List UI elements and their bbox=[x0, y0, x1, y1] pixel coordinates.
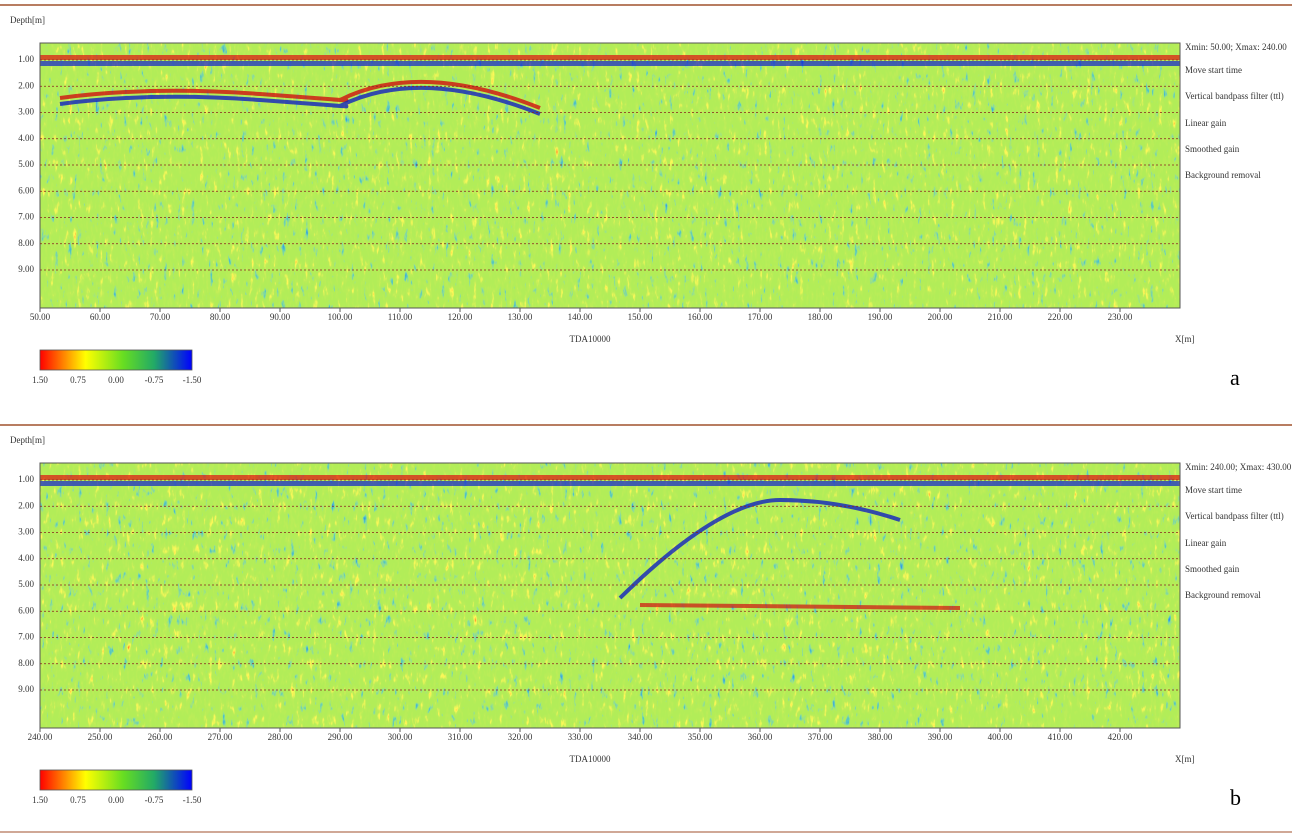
processing-step: Smoothed gain bbox=[1185, 564, 1240, 574]
processing-step: Linear gain bbox=[1185, 538, 1227, 548]
x-tick-label: 400.00 bbox=[988, 732, 1013, 742]
surface-band bbox=[40, 55, 1180, 60]
panel-label: b bbox=[1230, 785, 1241, 810]
range-text: Xmin: 50.00; Xmax: 240.00 bbox=[1185, 42, 1287, 52]
x-tick-label: 90.00 bbox=[270, 312, 291, 322]
radargram-field bbox=[40, 43, 1180, 308]
depth-tick-label: 3.00 bbox=[18, 107, 34, 117]
x-tick-label: 290.00 bbox=[328, 732, 353, 742]
colorbar-tick-label: -0.75 bbox=[145, 795, 164, 805]
surface-band bbox=[40, 61, 1180, 66]
x-tick-label: 210.00 bbox=[988, 312, 1013, 322]
x-tick-label: 150.00 bbox=[628, 312, 653, 322]
colorbar-tick-label: 0.00 bbox=[108, 795, 124, 805]
x-tick-label: 140.00 bbox=[568, 312, 593, 322]
x-tick-label: 340.00 bbox=[628, 732, 653, 742]
x-tick-label: 50.00 bbox=[30, 312, 51, 322]
depth-tick-label: 4.00 bbox=[18, 553, 34, 563]
depth-tick-label: 7.00 bbox=[18, 212, 34, 222]
x-tick-label: 310.00 bbox=[448, 732, 473, 742]
radargram bbox=[40, 463, 1180, 728]
colorbar-tick-label: -0.75 bbox=[145, 375, 164, 385]
radargram-field bbox=[40, 463, 1180, 728]
x-tick-label: 250.00 bbox=[88, 732, 113, 742]
colorbar-tick-label: 0.75 bbox=[70, 375, 86, 385]
depth-tick-label: 1.00 bbox=[18, 54, 34, 64]
x-tick-label: 410.00 bbox=[1048, 732, 1073, 742]
x-tick-label: 380.00 bbox=[868, 732, 893, 742]
colorbar-tick-label: 1.50 bbox=[32, 375, 48, 385]
x-axis-label: X[m] bbox=[1175, 754, 1195, 764]
processing-step: Move start time bbox=[1185, 485, 1242, 495]
x-tick-label: 350.00 bbox=[688, 732, 713, 742]
x-tick-label: 270.00 bbox=[208, 732, 233, 742]
surface-band bbox=[40, 481, 1180, 486]
x-tick-label: 170.00 bbox=[748, 312, 773, 322]
depth-tick-label: 2.00 bbox=[18, 500, 34, 510]
x-tick-label: 130.00 bbox=[508, 312, 533, 322]
colorbar-tick-label: 0.75 bbox=[70, 795, 86, 805]
x-tick-label: 420.00 bbox=[1108, 732, 1133, 742]
panel-label: a bbox=[1230, 365, 1240, 390]
x-tick-label: 280.00 bbox=[268, 732, 293, 742]
colorbar-tick-label: 0.00 bbox=[108, 375, 124, 385]
surface-band bbox=[40, 475, 1180, 480]
x-tick-label: 230.00 bbox=[1108, 312, 1133, 322]
processing-step: Linear gain bbox=[1185, 118, 1227, 128]
x-tick-label: 60.00 bbox=[90, 312, 111, 322]
colorbar bbox=[40, 770, 192, 790]
x-tick-label: 200.00 bbox=[928, 312, 953, 322]
depth-tick-label: 9.00 bbox=[18, 684, 34, 694]
x-axis-label: X[m] bbox=[1175, 334, 1195, 344]
depth-tick-label: 1.00 bbox=[18, 474, 34, 484]
x-tick-label: 80.00 bbox=[210, 312, 231, 322]
x-tick-label: 320.00 bbox=[508, 732, 533, 742]
colorbar-tick-label: 1.50 bbox=[32, 795, 48, 805]
x-tick-label: 260.00 bbox=[148, 732, 173, 742]
processing-step: Move start time bbox=[1185, 65, 1242, 75]
depth-tick-label: 8.00 bbox=[18, 658, 34, 668]
profile-name: TDA10000 bbox=[570, 754, 611, 764]
x-tick-label: 180.00 bbox=[808, 312, 833, 322]
x-tick-label: 390.00 bbox=[928, 732, 953, 742]
depth-tick-label: 7.00 bbox=[18, 632, 34, 642]
x-tick-label: 110.00 bbox=[388, 312, 413, 322]
figure: Depth[m] 1.00 2.00 3.00 4.00 5.00 6.00 7.00 8.00… bbox=[0, 0, 1292, 833]
processing-step: Vertical bandpass filter (ttl) bbox=[1185, 91, 1284, 101]
radargram bbox=[40, 43, 1180, 308]
processing-step: Vertical bandpass filter (ttl) bbox=[1185, 511, 1284, 521]
x-tick-label: 240.00 bbox=[28, 732, 53, 742]
x-tick-label: 330.00 bbox=[568, 732, 593, 742]
y-axis-label: Depth[m] bbox=[10, 435, 45, 445]
x-tick-label: 100.00 bbox=[328, 312, 353, 322]
depth-tick-label: 8.00 bbox=[18, 238, 34, 248]
depth-tick-label: 9.00 bbox=[18, 264, 34, 274]
profile-name: TDA10000 bbox=[570, 334, 611, 344]
depth-tick-label: 6.00 bbox=[18, 185, 34, 195]
x-tick-label: 190.00 bbox=[868, 312, 893, 322]
x-tick-label: 70.00 bbox=[150, 312, 171, 322]
x-tick-label: 300.00 bbox=[388, 732, 413, 742]
x-tick-label: 360.00 bbox=[748, 732, 773, 742]
colorbar-tick-label: -1.50 bbox=[183, 795, 202, 805]
colorbar bbox=[40, 350, 192, 370]
depth-tick-label: 5.00 bbox=[18, 159, 34, 169]
depth-tick-label: 4.00 bbox=[18, 133, 34, 143]
y-axis-label: Depth[m] bbox=[10, 15, 45, 25]
x-tick-label: 220.00 bbox=[1048, 312, 1073, 322]
x-tick-label: 370.00 bbox=[808, 732, 833, 742]
colorbar-tick-label: -1.50 bbox=[183, 375, 202, 385]
depth-tick-label: 3.00 bbox=[18, 527, 34, 537]
depth-tick-label: 5.00 bbox=[18, 579, 34, 589]
x-tick-label: 120.00 bbox=[448, 312, 473, 322]
depth-tick-label: 6.00 bbox=[18, 605, 34, 615]
range-text: Xmin: 240.00; Xmax: 430.00 bbox=[1185, 462, 1292, 472]
processing-step: Smoothed gain bbox=[1185, 144, 1240, 154]
processing-step: Background removal bbox=[1185, 590, 1261, 600]
depth-tick-label: 2.00 bbox=[18, 80, 34, 90]
processing-step: Background removal bbox=[1185, 170, 1261, 180]
x-tick-label: 160.00 bbox=[688, 312, 713, 322]
